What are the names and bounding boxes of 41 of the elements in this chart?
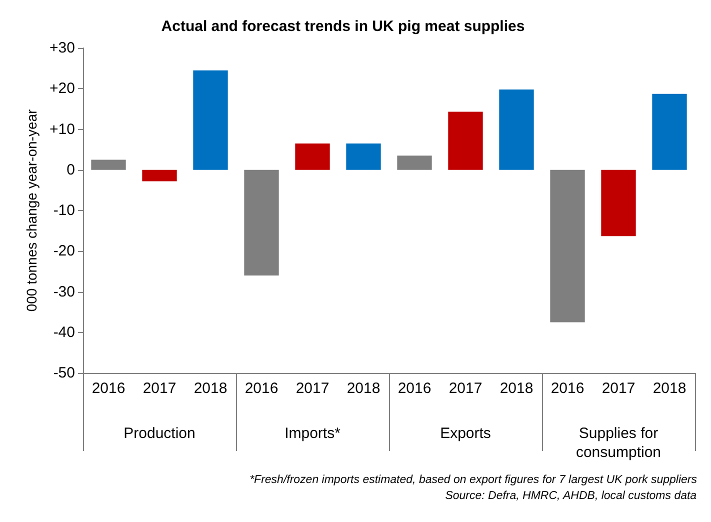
x-tick-label: 2017 — [602, 380, 636, 397]
x-tick-label: 2018 — [652, 380, 686, 397]
bar — [142, 170, 177, 182]
bar — [652, 94, 687, 170]
x-tick-label: 2016 — [92, 380, 126, 397]
bar — [295, 143, 330, 170]
x-tick-label: 2018 — [194, 380, 228, 397]
y-tick-label: +20 — [50, 80, 75, 98]
x-tick-label: 2017 — [448, 380, 482, 397]
bar — [193, 70, 228, 170]
bar — [601, 170, 636, 236]
bar — [91, 160, 126, 170]
y-axis-title: 000 tonnes change year-on-year — [24, 108, 40, 312]
y-tick-label: -20 — [53, 242, 75, 260]
text: Production — [124, 425, 196, 442]
x-tick-label: 2018 — [346, 380, 380, 397]
text: Exports — [440, 425, 491, 442]
y-tick-label: -30 — [53, 283, 75, 300]
bar — [448, 112, 483, 170]
source-note: Source: Defra, HMRC, AHDB, local customs data — [445, 490, 697, 502]
y-tick-label: -50 — [53, 364, 75, 382]
bar — [397, 156, 432, 170]
y-tick-label: +30 — [50, 40, 75, 56]
bar — [499, 89, 534, 170]
y-tick-label: -40 — [53, 324, 75, 341]
bar — [346, 143, 381, 170]
x-tick-label: 2016 — [244, 380, 278, 397]
y-tick-label: +10 — [50, 120, 75, 138]
x-tick-label: 2016 — [550, 380, 584, 397]
x-tick-label: 2017 — [142, 380, 176, 397]
y-tick-label: -10 — [53, 202, 75, 219]
y-tick-label: 0 — [66, 161, 75, 178]
x-tick-label: 2016 — [398, 380, 432, 397]
text: Supplies for consumption — [576, 425, 662, 461]
chart-title: Actual and forecast trends in UK pig meat supplies — [161, 18, 525, 35]
x-tick-label: 2017 — [296, 380, 330, 397]
bar — [550, 170, 585, 322]
x-tick-label: 2018 — [500, 380, 534, 397]
text: *Fresh/frozen imports estimated, based on export figures for 7 largest UK pork suppliers — [250, 474, 698, 486]
text: Imports* — [284, 425, 341, 442]
bar — [244, 170, 279, 276]
